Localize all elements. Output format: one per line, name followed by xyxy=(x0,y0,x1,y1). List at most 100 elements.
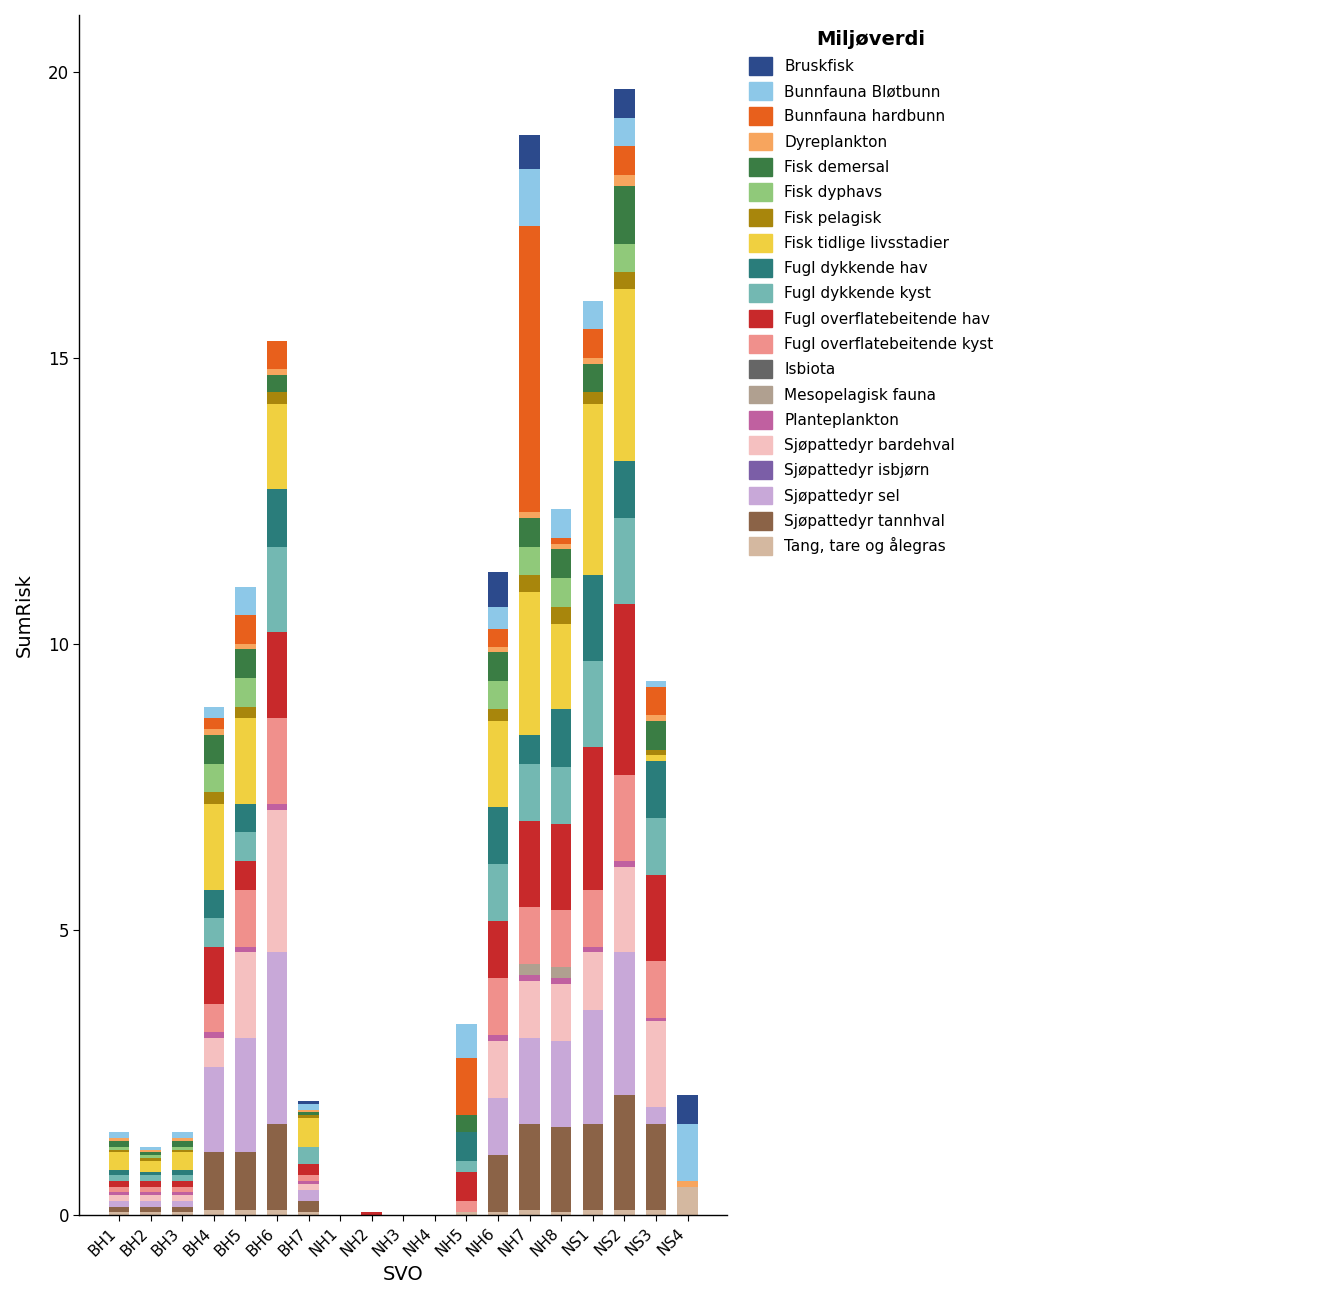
Bar xyxy=(298,1176,319,1181)
Bar xyxy=(204,718,224,730)
Bar xyxy=(552,624,572,709)
Bar xyxy=(646,876,666,961)
Bar xyxy=(298,1112,319,1116)
Bar xyxy=(615,118,635,147)
Bar xyxy=(298,1202,319,1212)
Bar xyxy=(487,978,509,1035)
Legend: Bruskfisk, Bunnfauna Bløtbunn, Bunnfauna hardbunn, Dyreplankton, Fisk demersal, : Bruskfisk, Bunnfauna Bløtbunn, Bunnfauna… xyxy=(741,22,1001,562)
Bar xyxy=(582,952,603,1009)
Bar xyxy=(267,490,287,547)
Bar xyxy=(487,721,509,807)
Bar xyxy=(615,273,635,290)
Bar xyxy=(487,1098,509,1155)
Bar xyxy=(582,947,603,952)
Bar xyxy=(487,652,509,681)
Bar xyxy=(456,1133,476,1161)
Bar xyxy=(646,961,666,1018)
Bar xyxy=(235,678,256,707)
Bar xyxy=(519,976,539,981)
Bar xyxy=(519,981,539,1038)
Bar xyxy=(552,549,572,578)
Bar xyxy=(298,1118,319,1147)
Bar xyxy=(552,1040,572,1126)
Bar xyxy=(109,1187,129,1192)
Bar xyxy=(204,1066,224,1152)
Bar xyxy=(552,538,572,544)
Bar xyxy=(456,1116,476,1133)
Bar xyxy=(646,721,666,750)
Bar xyxy=(204,735,224,764)
Bar xyxy=(298,1104,319,1109)
Bar xyxy=(582,1209,603,1216)
Bar xyxy=(204,804,224,890)
Bar xyxy=(646,1124,666,1209)
Bar xyxy=(519,226,539,512)
Bar xyxy=(172,1212,192,1216)
Bar xyxy=(582,392,603,404)
Bar xyxy=(582,330,603,359)
Bar xyxy=(519,518,539,547)
Bar xyxy=(552,766,572,824)
Bar xyxy=(615,1209,635,1216)
Bar xyxy=(267,340,287,369)
Bar xyxy=(552,824,572,909)
Bar xyxy=(267,804,287,809)
Bar xyxy=(678,1181,698,1187)
Bar xyxy=(204,1033,224,1038)
Bar xyxy=(298,1109,319,1112)
Bar xyxy=(235,718,256,804)
Bar xyxy=(141,1173,161,1176)
Bar xyxy=(172,1195,192,1202)
Bar xyxy=(109,1212,129,1216)
Bar xyxy=(456,1212,476,1216)
Bar xyxy=(267,952,287,1124)
Bar xyxy=(582,404,603,575)
Bar xyxy=(519,764,539,821)
Bar xyxy=(298,1181,319,1183)
Bar xyxy=(487,1040,509,1098)
Bar xyxy=(646,687,666,716)
Bar xyxy=(487,630,509,647)
Bar xyxy=(487,1035,509,1040)
Bar xyxy=(487,1155,509,1212)
Bar xyxy=(582,1009,603,1124)
Bar xyxy=(235,1038,256,1152)
Bar xyxy=(582,661,603,747)
Bar xyxy=(204,1152,224,1209)
Bar xyxy=(615,175,635,187)
Bar xyxy=(141,1152,161,1155)
Bar xyxy=(141,1155,161,1159)
Bar xyxy=(615,244,635,273)
Bar xyxy=(267,375,287,392)
Bar xyxy=(172,1138,192,1141)
Bar xyxy=(519,592,539,735)
Bar xyxy=(235,707,256,718)
Bar xyxy=(235,1152,256,1209)
Bar xyxy=(615,776,635,861)
Bar xyxy=(615,861,635,866)
Bar xyxy=(235,587,256,616)
Bar xyxy=(552,709,572,766)
Bar xyxy=(487,607,509,630)
Bar xyxy=(456,1202,476,1212)
Bar xyxy=(487,921,509,978)
Bar xyxy=(519,735,539,764)
Bar xyxy=(204,947,224,1004)
Bar xyxy=(141,1147,161,1150)
Bar xyxy=(172,1147,192,1150)
Bar xyxy=(235,1209,256,1216)
Bar xyxy=(267,809,287,952)
Bar xyxy=(646,1021,666,1107)
Bar xyxy=(298,1102,319,1104)
Bar xyxy=(267,547,287,633)
Bar xyxy=(519,547,539,575)
Bar xyxy=(141,1187,161,1192)
Bar xyxy=(267,404,287,490)
Bar xyxy=(109,1202,129,1207)
Bar xyxy=(267,369,287,375)
Bar xyxy=(172,1133,192,1138)
Bar xyxy=(141,1195,161,1202)
Bar xyxy=(646,761,666,818)
Bar xyxy=(109,1195,129,1202)
Bar xyxy=(487,864,509,921)
